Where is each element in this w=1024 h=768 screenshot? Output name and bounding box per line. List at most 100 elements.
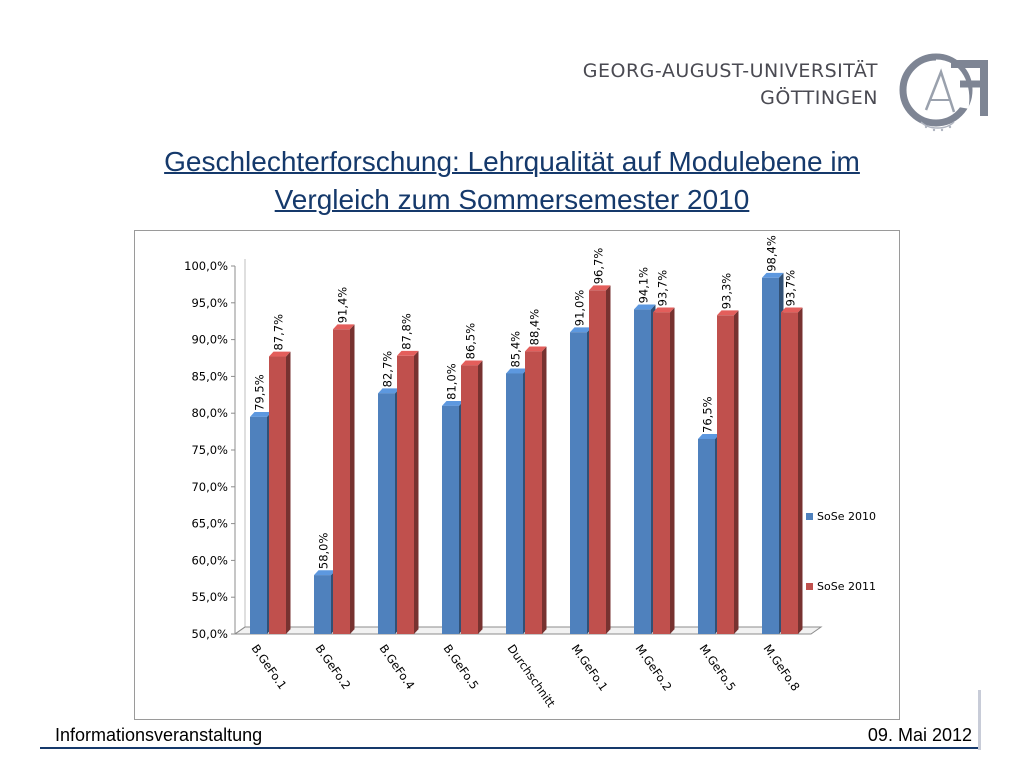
bar-sose2011-2: [397, 355, 414, 634]
data-label-sose2010-6: 94,1%: [637, 267, 651, 304]
bar-sose2011-1: [333, 329, 350, 634]
data-label-sose2011-8: 93,7%: [784, 270, 798, 307]
y-tick-label: 50,0%: [191, 627, 228, 641]
legend-swatch-2010: [806, 513, 813, 520]
bar-sose2011-3: [461, 365, 478, 634]
university-name: GEORG-AUGUST-UNIVERSITÄT GÖTTINGEN: [583, 58, 878, 112]
slide-title-line1: Geschlechterforschung: Lehrqualität auf …: [164, 146, 860, 177]
data-label-sose2011-7: 93,3%: [720, 273, 734, 310]
y-axis-depth-line: [234, 626, 246, 635]
y-tick-label: 80,0%: [191, 406, 228, 420]
data-label-sose2010-7: 76,5%: [701, 396, 715, 433]
university-seal-logo-icon: [899, 53, 988, 132]
data-label-sose2010-2: 82,7%: [381, 351, 395, 388]
slide-title-line2: Vergleich zum Sommersemester 2010: [274, 184, 750, 215]
x-tick-label-0: B.GeFo.1: [249, 642, 290, 692]
legend-item-2011: SoSe 2011: [806, 580, 876, 593]
data-label-sose2011-1: 91,4%: [336, 287, 350, 324]
data-label-sose2011-4: 88,4%: [528, 309, 542, 346]
bar-top-0-2: [378, 388, 400, 394]
bar-sose2010-5: [570, 332, 587, 634]
bar-top-0-4: [506, 368, 528, 374]
bar-top-0-3: [442, 400, 464, 406]
bar-sose2010-7: [698, 438, 715, 634]
bar-top-0-7: [698, 434, 720, 439]
bar-side-1-5: [606, 285, 611, 634]
data-label-sose2010-0: 79,5%: [253, 374, 267, 411]
bar-side-1-8: [798, 307, 803, 634]
footer-event-name: Informationsveranstaltung: [55, 725, 263, 745]
bar-top-1-4: [525, 346, 547, 352]
x-tick-label-1: B.GeFo.2: [313, 642, 354, 692]
bar-top-1-5: [589, 285, 611, 291]
y-tick-label: 90,0%: [191, 333, 228, 347]
bar-side-1-7: [734, 310, 739, 634]
y-tick-label: 60,0%: [191, 553, 228, 567]
data-label-sose2011-2: 87,8%: [400, 313, 414, 350]
bar-sose2011-5: [589, 290, 606, 634]
bar-sose2010-6: [634, 309, 651, 634]
bar-top-0-0: [250, 411, 272, 417]
bar-chart: 50,0% 55,0% 60,0% 65,0% 70,0% 75,0% 80,0% 85,0%…: [134, 230, 900, 720]
data-label-sose2011-5: 96,7%: [592, 248, 606, 285]
bar-top-1-8: [781, 307, 803, 313]
data-label-sose2011-6: 93,7%: [656, 270, 670, 307]
y-tick-label: 100,0%: [184, 259, 228, 273]
x-tick-label-4: Durchschnitt: [505, 642, 559, 711]
bar-sose2011-6: [653, 312, 670, 634]
data-label-sose2010-1: 58,0%: [317, 533, 331, 570]
x-tick-label-7: M.GeFo.5: [697, 642, 739, 694]
bar-top-0-6: [634, 304, 656, 310]
y-tick-label: 65,0%: [191, 517, 228, 531]
bar-side-1-2: [414, 350, 419, 634]
y-tick-label: 95,0%: [191, 296, 228, 310]
bar-sose2011-0: [269, 356, 286, 634]
bar-sose2010-3: [442, 405, 459, 634]
bar-side-1-1: [350, 324, 355, 634]
data-label-sose2011-0: 87,7%: [272, 314, 286, 351]
bar-top-1-2: [397, 350, 419, 356]
bar-sose2011-4: [525, 351, 542, 634]
slide-title: Geschlechterforschung: Lehrqualität auf …: [40, 143, 984, 219]
y-tick-label: 55,0%: [191, 590, 228, 604]
bar-top-1-3: [461, 360, 483, 366]
bar-sose2010-8: [762, 277, 779, 634]
bar-top-1-7: [717, 310, 739, 316]
y-tick-label: 75,0%: [191, 443, 228, 457]
x-tick-label-6: M.GeFo.2: [633, 642, 675, 694]
side-decoration: [978, 690, 981, 750]
bar-top-0-5: [570, 327, 592, 333]
bar-side-1-6: [670, 307, 675, 634]
bar-top-0-8: [762, 272, 784, 278]
footer-date: 09. Mai 2012: [867, 725, 972, 745]
bar-top-1-0: [269, 351, 291, 357]
legend-label-2010: SoSe 2010: [817, 510, 876, 523]
bar-sose2010-1: [314, 575, 331, 634]
y-tick-label: 85,0%: [191, 369, 228, 383]
bar-side-1-0: [286, 351, 291, 634]
bar-top-1-1: [333, 324, 355, 330]
x-tick-label-5: M.GeFo.1: [569, 642, 611, 694]
data-label-sose2010-8: 98,4%: [765, 235, 779, 272]
legend-label-2011: SoSe 2011: [817, 580, 876, 593]
data-label-sose2010-3: 81,0%: [445, 363, 459, 400]
bar-sose2011-7: [717, 315, 734, 634]
bar-sose2010-2: [378, 393, 395, 634]
bar-top-0-1: [314, 570, 336, 576]
data-label-sose2011-3: 86,5%: [464, 323, 478, 360]
x-tick-label-2: B.GeFo.4: [377, 642, 418, 692]
bar-chart-canvas: 50,0% 55,0% 60,0% 65,0% 70,0% 75,0% 80,0% 85,0%…: [184, 235, 823, 711]
data-label-sose2010-4: 85,4%: [509, 331, 523, 368]
bar-sose2010-0: [250, 416, 267, 634]
bar-sose2010-4: [506, 373, 523, 634]
bar-top-1-6: [653, 307, 675, 313]
data-label-sose2010-5: 91,0%: [573, 290, 587, 327]
legend-swatch-2011: [806, 583, 813, 590]
footer-divider: [40, 747, 980, 749]
bar-side-1-4: [542, 346, 547, 634]
legend-item-2010: SoSe 2010: [806, 510, 876, 523]
x-tick-label-8: M.GeFo.8: [761, 642, 803, 694]
bar-sose2011-8: [781, 312, 798, 634]
bar-side-1-3: [478, 360, 483, 634]
university-name-line1: GEORG-AUGUST-UNIVERSITÄT: [582, 60, 878, 82]
